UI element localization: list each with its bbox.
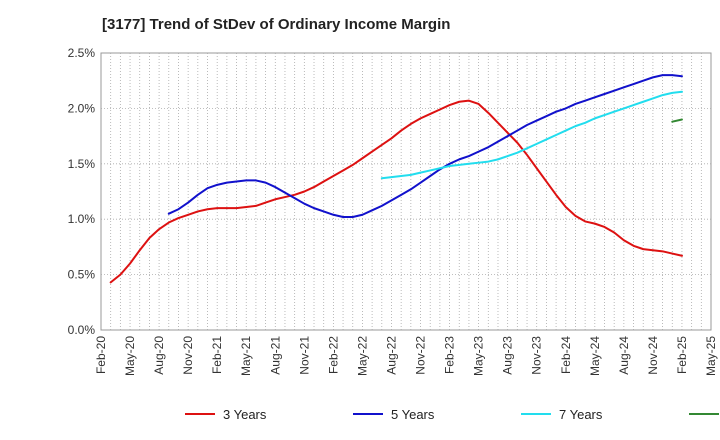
legend-label: 7 Years xyxy=(559,407,603,422)
x-tick-label: Aug-21 xyxy=(268,336,282,375)
chart-title: [3177] Trend of StDev of Ordinary Income… xyxy=(102,16,451,33)
x-tick-label: Feb-22 xyxy=(326,336,340,374)
y-tick-label: 0.0% xyxy=(68,323,96,337)
y-tick-label: 1.5% xyxy=(68,157,96,171)
series-layer xyxy=(109,74,683,284)
x-tick-label: Nov-23 xyxy=(530,336,544,375)
series-line-1 xyxy=(109,99,683,284)
x-tick-label: May-24 xyxy=(588,336,602,376)
x-tick-label: Feb-24 xyxy=(559,336,573,374)
x-tick-label: Aug-22 xyxy=(384,336,398,375)
plot-area-border xyxy=(100,52,712,331)
x-tick-label: May-25 xyxy=(704,336,718,376)
x-tick-label: May-20 xyxy=(123,336,137,376)
x-tick-label: Nov-24 xyxy=(646,336,660,375)
grid-layer xyxy=(100,52,712,331)
x-tick-label: May-21 xyxy=(239,336,253,376)
x-tick-label: Aug-24 xyxy=(617,336,631,375)
x-tick-label: Feb-21 xyxy=(210,336,224,374)
y-tick-label: 1.0% xyxy=(68,212,96,226)
x-tick-label: May-22 xyxy=(355,336,369,376)
axis-layer: 0.0% 0.5% 1.0% 1.5% 2.0% 2.5% Feb-20 May-20 Aug-… xyxy=(68,46,718,376)
y-tick-label: 2.5% xyxy=(68,46,96,60)
series-line-2 xyxy=(167,74,683,218)
x-tick-label: Nov-21 xyxy=(297,336,311,375)
x-tick-label: Feb-23 xyxy=(443,336,457,374)
series-line-3 xyxy=(380,90,683,180)
y-tick-label: 0.5% xyxy=(68,268,96,282)
y-tick-label: 2.0% xyxy=(68,101,96,115)
x-tick-label: Feb-25 xyxy=(675,336,689,374)
x-tick-label: Nov-20 xyxy=(181,336,195,375)
x-tick-label: May-23 xyxy=(472,336,486,376)
legend-label: 5 Years xyxy=(391,407,435,422)
legend-label: 3 Years xyxy=(223,407,267,422)
series-line-4 xyxy=(671,118,683,123)
x-tick-label: Nov-22 xyxy=(414,336,428,375)
x-tick-label: Aug-20 xyxy=(152,336,166,375)
x-tick-label: Aug-23 xyxy=(501,336,515,375)
x-tick-label: Feb-20 xyxy=(94,336,108,374)
